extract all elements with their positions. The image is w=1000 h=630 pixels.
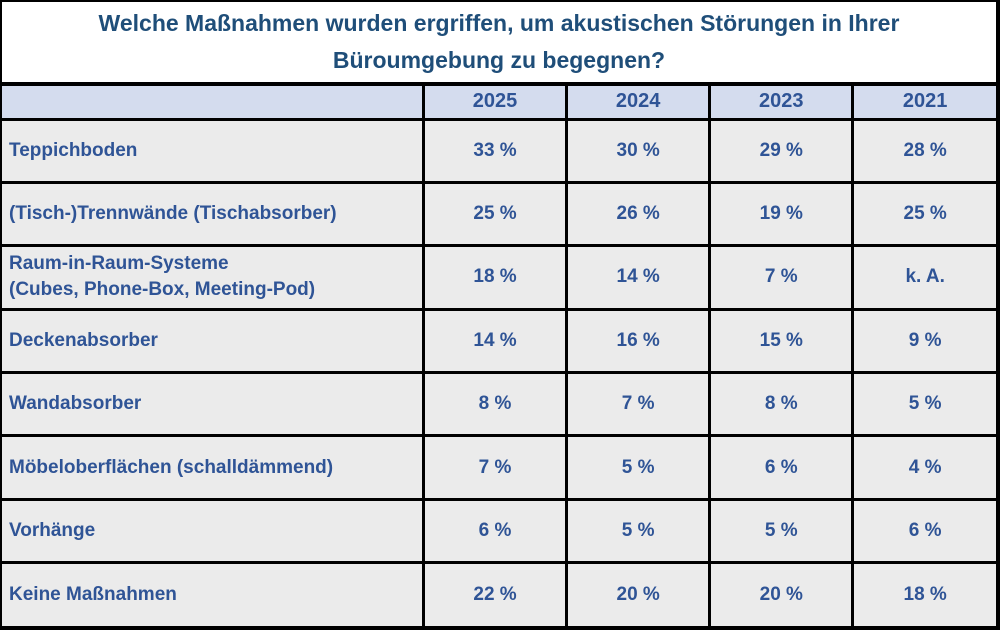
data-table: 2025 2024 2023 2021 Teppichboden 33 % 30… — [2, 86, 996, 626]
value-cell: 19 % — [708, 180, 855, 248]
value-cell: 9 % — [851, 307, 996, 375]
value-cell: 14 % — [421, 307, 569, 375]
row-label: Teppichboden — [2, 117, 425, 184]
value-cell: 14 % — [565, 244, 712, 311]
row-label: Keine Maßnahmen — [2, 561, 425, 626]
table-row: Deckenabsorber 14 % 16 % 15 % 9 % — [2, 307, 996, 375]
column-header-2025: 2025 — [421, 86, 569, 121]
value-cell: 5 % — [565, 434, 712, 501]
row-label: Möbeloberflächen (schalldämmend) — [2, 434, 425, 501]
column-header-2021: 2021 — [851, 86, 996, 121]
table-row: Teppichboden 33 % 30 % 29 % 28 % — [2, 117, 996, 184]
value-cell: 25 % — [421, 180, 569, 248]
table-row: Keine Maßnahmen 22 % 20 % 20 % 18 % — [2, 561, 996, 626]
value-cell: 25 % — [851, 180, 996, 248]
table-row: Raum-in-Raum-Systeme (Cubes, Phone-Box, … — [2, 244, 996, 311]
value-cell: 26 % — [565, 180, 712, 248]
page-title: Welche Maßnahmen wurden ergriffen, um ak… — [2, 2, 996, 86]
value-cell: 33 % — [421, 117, 569, 184]
value-cell: 28 % — [851, 117, 996, 184]
row-label: (Tisch-)Trennwände (Tischabsorber) — [2, 180, 425, 248]
value-cell: 20 % — [708, 561, 855, 626]
value-cell: 7 % — [565, 370, 712, 438]
value-cell: 6 % — [708, 434, 855, 501]
value-cell: 6 % — [851, 497, 996, 565]
table-row: Möbeloberflächen (schalldämmend) 7 % 5 %… — [2, 434, 996, 501]
table-row: Wandabsorber 8 % 7 % 8 % 5 % — [2, 370, 996, 438]
value-cell: 6 % — [421, 497, 569, 565]
value-cell: 18 % — [421, 244, 569, 311]
row-label: Vorhänge — [2, 497, 425, 565]
row-label: Raum-in-Raum-Systeme (Cubes, Phone-Box, … — [2, 244, 425, 311]
value-cell: 22 % — [421, 561, 569, 626]
value-cell: 7 % — [421, 434, 569, 501]
table-row: (Tisch-)Trennwände (Tischabsorber) 25 % … — [2, 180, 996, 248]
value-cell: k. A. — [851, 244, 996, 311]
column-header-measures — [2, 86, 425, 121]
value-cell: 5 % — [851, 370, 996, 438]
row-label: Deckenabsorber — [2, 307, 425, 375]
value-cell: 8 % — [708, 370, 855, 438]
value-cell: 29 % — [708, 117, 855, 184]
value-cell: 20 % — [565, 561, 712, 626]
value-cell: 15 % — [708, 307, 855, 375]
row-label: Wandabsorber — [2, 370, 425, 438]
column-header-2024: 2024 — [565, 86, 712, 121]
value-cell: 5 % — [565, 497, 712, 565]
value-cell: 7 % — [708, 244, 855, 311]
column-header-2023: 2023 — [708, 86, 855, 121]
value-cell: 4 % — [851, 434, 996, 501]
value-cell: 30 % — [565, 117, 712, 184]
value-cell: 8 % — [421, 370, 569, 438]
value-cell: 16 % — [565, 307, 712, 375]
header-row: 2025 2024 2023 2021 — [2, 86, 996, 121]
value-cell: 5 % — [708, 497, 855, 565]
table-row: Vorhänge 6 % 5 % 5 % 6 % — [2, 497, 996, 565]
value-cell: 18 % — [851, 561, 996, 626]
